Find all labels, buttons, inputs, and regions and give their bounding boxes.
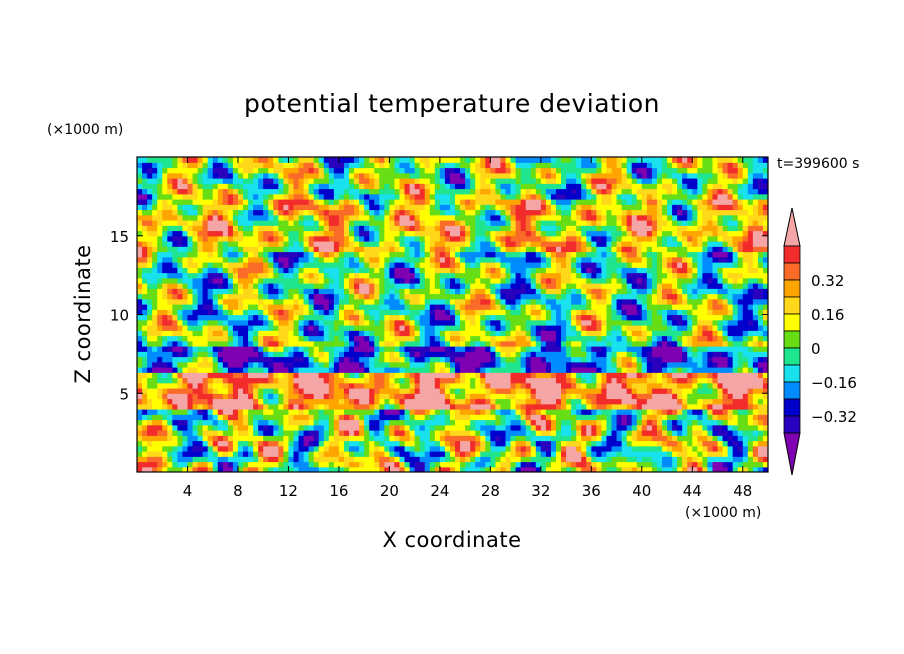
x-ticks: 4 8 12 16 20 24 28 32 36 40 44 48 [183,157,752,500]
x-tick-label: 32 [531,482,550,500]
x-unit-label: (×1000 m) [685,505,761,521]
colorbar-label: 0.32 [811,272,844,290]
colorbar-bottom-arrow [783,432,801,476]
colorbar-label: 0 [811,340,821,358]
colorbar-label: 0.16 [811,306,844,324]
colorbar-segment [783,398,801,417]
x-tick-label: 28 [481,482,500,500]
x-tick-label: 40 [632,482,651,500]
colorbar-label: −0.32 [811,408,857,426]
x-tick-label: 24 [430,482,449,500]
x-tick-label: 12 [279,482,298,500]
x-tick-label: 16 [329,482,348,500]
x-axis-label: X coordinate [382,528,521,552]
colorbar-labels: 0.32 0.16 0 −0.16 −0.32 [811,272,857,426]
y-unit-label: (×1000 m) [47,122,123,138]
colorbar-segment [783,279,801,298]
x-tick-label: 44 [683,482,702,500]
x-tick-label: 20 [380,482,399,500]
colorbar-segment [783,313,801,332]
colorbar-segment [783,262,801,281]
x-tick-label: 4 [183,482,193,500]
y-axis-label: Z coordinate [71,244,95,383]
colorbar-segment [783,330,801,349]
colorbar-segment [783,245,801,264]
colorbar-segment [783,364,801,383]
y-tick-label: 10 [110,307,129,325]
y-ticks: 5 10 15 [110,228,768,403]
x-tick-label: 36 [582,482,601,500]
colorbar [783,207,801,476]
colorbar-label: −0.16 [811,374,857,392]
y-tick-label: 5 [119,385,129,403]
colorbar-segment [783,381,801,400]
time-label: t=399600 s [777,156,859,172]
colorbar-segment [783,415,801,434]
colorbar-top-arrow [783,207,801,247]
chart-title: potential temperature deviation [244,89,660,118]
x-tick-label: 48 [733,482,752,500]
x-tick-label: 8 [233,482,243,500]
heatmap-field [137,157,768,472]
colorbar-segment [783,347,801,366]
colorbar-segment [783,296,801,315]
y-tick-label: 15 [110,228,129,246]
